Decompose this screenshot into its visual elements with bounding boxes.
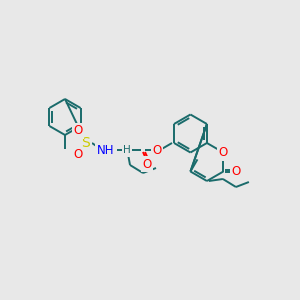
Text: O: O [142,158,152,170]
Text: H: H [123,145,131,155]
Text: O: O [219,146,228,159]
Text: NH: NH [97,143,115,157]
Text: S: S [82,136,90,150]
Text: O: O [152,143,162,157]
Text: O: O [232,165,241,178]
Text: O: O [74,124,82,137]
Text: O: O [74,148,82,161]
